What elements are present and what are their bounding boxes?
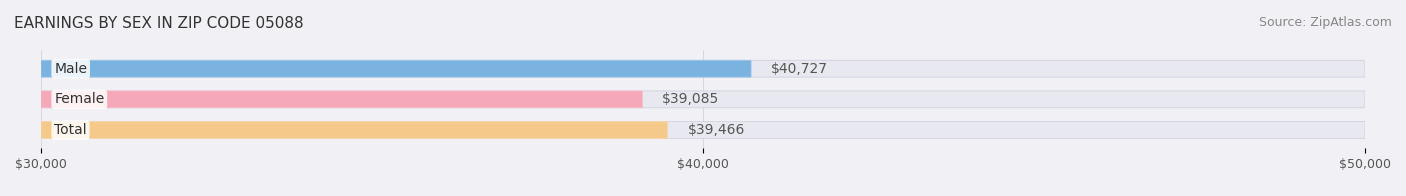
Text: $39,466: $39,466: [688, 123, 745, 137]
Text: $40,727: $40,727: [770, 62, 828, 76]
FancyBboxPatch shape: [41, 60, 1365, 77]
FancyBboxPatch shape: [41, 91, 643, 108]
Text: Source: ZipAtlas.com: Source: ZipAtlas.com: [1258, 16, 1392, 29]
Text: EARNINGS BY SEX IN ZIP CODE 05088: EARNINGS BY SEX IN ZIP CODE 05088: [14, 16, 304, 31]
Text: Female: Female: [55, 92, 104, 106]
Text: Total: Total: [55, 123, 87, 137]
Text: Male: Male: [55, 62, 87, 76]
Text: $39,085: $39,085: [662, 92, 720, 106]
FancyBboxPatch shape: [41, 122, 1365, 139]
FancyBboxPatch shape: [41, 60, 751, 77]
FancyBboxPatch shape: [41, 122, 668, 139]
FancyBboxPatch shape: [41, 91, 1365, 108]
